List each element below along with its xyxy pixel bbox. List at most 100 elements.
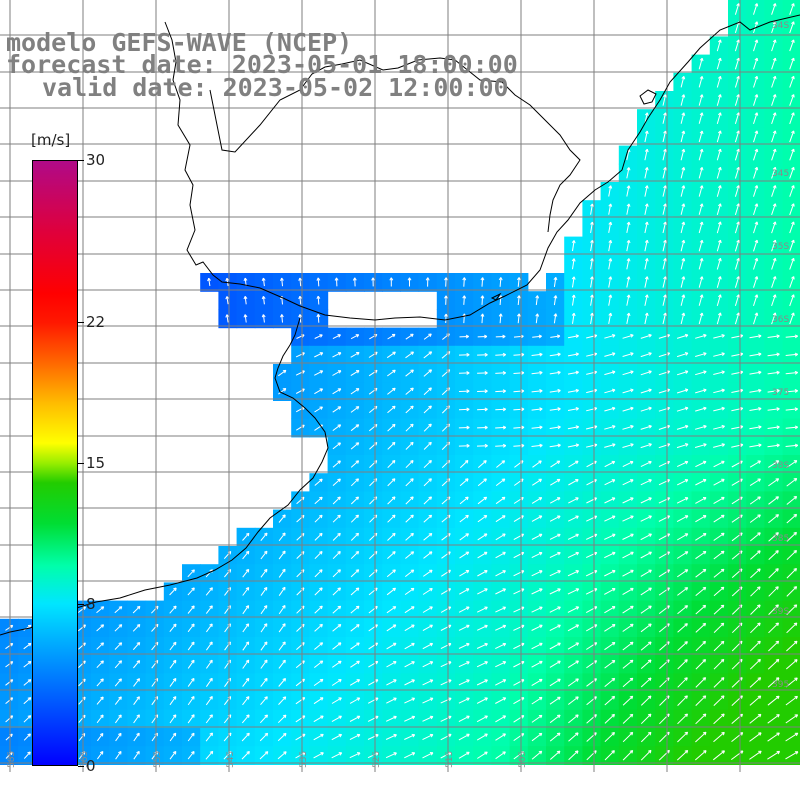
wind-arrow bbox=[459, 460, 469, 469]
wind-arrow bbox=[716, 112, 722, 125]
wind-arrow bbox=[789, 75, 795, 88]
wind-arrow bbox=[423, 423, 432, 432]
wind-arrow bbox=[350, 406, 360, 413]
wind-arrow bbox=[789, 276, 795, 288]
wind-arrow bbox=[786, 460, 798, 469]
wind-arrow bbox=[716, 276, 722, 288]
wind-arrow bbox=[332, 496, 341, 505]
wind-arrow bbox=[716, 257, 722, 270]
wind-arrow bbox=[352, 277, 357, 287]
wind-arrow bbox=[695, 406, 707, 412]
wind-arrow bbox=[640, 497, 652, 504]
wind-arrow bbox=[604, 497, 616, 504]
lat-label: 38S bbox=[772, 461, 789, 471]
wind-arrow bbox=[662, 294, 667, 306]
wind-arrow bbox=[405, 405, 414, 414]
wind-arrow bbox=[786, 478, 798, 487]
wind-arrow bbox=[314, 388, 324, 395]
wind-arrow bbox=[608, 221, 613, 233]
wind-arrow bbox=[314, 334, 323, 339]
lon-label: 555 bbox=[153, 751, 163, 768]
wind-arrow bbox=[698, 294, 704, 306]
wind-arrow bbox=[458, 425, 470, 430]
wind-arrow bbox=[662, 312, 667, 325]
wind-arrow bbox=[676, 352, 689, 358]
wind-arrow bbox=[749, 352, 762, 357]
wind-arrow bbox=[332, 442, 341, 450]
wind-arrow bbox=[316, 277, 321, 287]
wind-arrow bbox=[698, 276, 704, 288]
wind-arrow bbox=[477, 425, 488, 430]
colorbar-label: 8 bbox=[86, 595, 96, 614]
wind-arrow bbox=[387, 478, 396, 487]
wind-arrow bbox=[789, 57, 795, 70]
wind-arrow bbox=[771, 203, 777, 216]
wind-arrow bbox=[626, 294, 631, 306]
wind-arrow bbox=[532, 334, 542, 339]
wind-arrow bbox=[477, 389, 488, 394]
wind-arrow bbox=[458, 352, 470, 357]
wind-arrow bbox=[423, 514, 433, 523]
wind-arrow bbox=[698, 130, 704, 143]
wind-arrow bbox=[749, 407, 762, 411]
wind-arrow bbox=[567, 370, 579, 375]
wind-arrow bbox=[676, 515, 689, 523]
lat-label: 375 bbox=[772, 388, 789, 398]
wind-arrow bbox=[640, 388, 652, 394]
wind-arrow bbox=[567, 334, 579, 339]
wind-arrow bbox=[789, 257, 795, 270]
wind-arrow bbox=[567, 443, 580, 448]
wind-arrow bbox=[676, 424, 689, 430]
wind-arrow bbox=[771, 312, 777, 325]
wind-arrow bbox=[332, 352, 342, 358]
wind-arrow bbox=[622, 443, 634, 448]
wind-arrow bbox=[753, 21, 759, 34]
wind-arrow bbox=[734, 3, 740, 15]
wind-arrow bbox=[713, 496, 725, 505]
wind-arrow bbox=[477, 334, 488, 339]
wind-arrow bbox=[332, 478, 341, 486]
wind-arrow bbox=[771, 257, 777, 270]
wind-arrow bbox=[298, 277, 303, 287]
wind-arrow bbox=[387, 496, 396, 505]
wind-arrow bbox=[314, 370, 324, 376]
wind-arrow bbox=[608, 258, 613, 270]
wind-arrow bbox=[695, 370, 707, 376]
wind-arrow bbox=[314, 532, 323, 541]
wind-arrow bbox=[549, 352, 561, 357]
wind-arrow bbox=[680, 239, 686, 252]
wind-arrow bbox=[771, 39, 777, 52]
wind-arrow bbox=[644, 167, 649, 179]
wind-arrow bbox=[771, 166, 777, 179]
wind-arrow bbox=[771, 3, 777, 15]
wind-arrow bbox=[535, 313, 540, 324]
colorbar-tick bbox=[78, 463, 84, 464]
wind-arrow bbox=[531, 407, 543, 412]
wind-arrow bbox=[768, 514, 779, 524]
wind-arrow bbox=[734, 203, 740, 216]
wind-arrow bbox=[387, 405, 396, 414]
wind-arrow bbox=[387, 369, 396, 377]
wind-arrow bbox=[387, 333, 396, 340]
wind-arrow bbox=[444, 295, 448, 305]
wind-arrow bbox=[350, 388, 360, 395]
wind-arrow bbox=[716, 57, 722, 70]
wind-arrow bbox=[608, 239, 613, 252]
wind-arrow bbox=[532, 460, 542, 468]
wind-arrow bbox=[716, 39, 722, 52]
wind-arrow bbox=[626, 312, 631, 324]
wind-arrow bbox=[749, 514, 761, 523]
wind-arrow bbox=[786, 496, 798, 505]
wind-arrow bbox=[734, 130, 740, 143]
wind-arrow bbox=[734, 276, 740, 288]
wind-arrow bbox=[350, 496, 359, 505]
wind-arrow bbox=[626, 258, 631, 270]
wind-arrow bbox=[662, 258, 667, 270]
wind-arrow bbox=[785, 334, 798, 339]
wind-arrow bbox=[713, 334, 725, 339]
wind-arrow bbox=[604, 406, 616, 412]
wind-arrow bbox=[498, 313, 503, 324]
wind-arrow bbox=[350, 532, 359, 541]
wind-arrow bbox=[789, 130, 795, 143]
wind-arrow bbox=[459, 533, 469, 541]
